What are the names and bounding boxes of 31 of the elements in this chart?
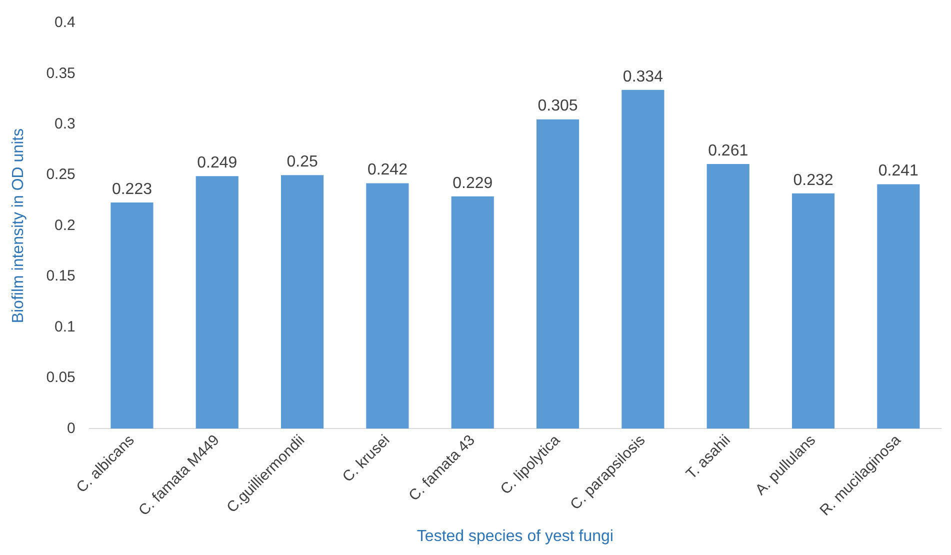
- y-tick-label: 0.15: [46, 268, 76, 285]
- bar: [451, 196, 494, 429]
- data-label: 0.305: [538, 98, 578, 115]
- bar: [110, 202, 154, 429]
- y-tick-label: 0.4: [54, 14, 76, 32]
- bar: [877, 184, 920, 429]
- y-tick-label: 0.05: [46, 369, 76, 386]
- x-axis-title: Tested species of yest fungi: [416, 528, 614, 545]
- bar: [366, 183, 409, 429]
- y-tick-label: 0.1: [54, 318, 76, 336]
- bar: [196, 176, 238, 429]
- data-label: 0.241: [878, 162, 919, 180]
- y-axis-title: Biofilm intensity in OD units: [10, 128, 28, 324]
- data-label: 0.261: [708, 142, 748, 160]
- bar: [706, 164, 750, 429]
- y-tick-label: 0.35: [46, 64, 76, 82]
- data-label: 0.249: [197, 154, 238, 172]
- y-tick-label: 0: [67, 420, 76, 437]
- bar: [792, 193, 835, 429]
- y-tick-label: 0.3: [54, 116, 76, 133]
- y-tick-label: 0.25: [46, 166, 76, 184]
- data-label: 0.229: [452, 174, 493, 192]
- data-label: 0.242: [367, 162, 408, 179]
- data-label: 0.232: [793, 172, 834, 189]
- y-tick-label: 0.2: [54, 216, 76, 234]
- bar: [281, 175, 324, 429]
- data-label: 0.334: [622, 68, 664, 86]
- data-label: 0.223: [112, 180, 152, 198]
- bar: [536, 119, 580, 429]
- bar: [622, 90, 664, 429]
- data-label: 0.25: [286, 154, 318, 171]
